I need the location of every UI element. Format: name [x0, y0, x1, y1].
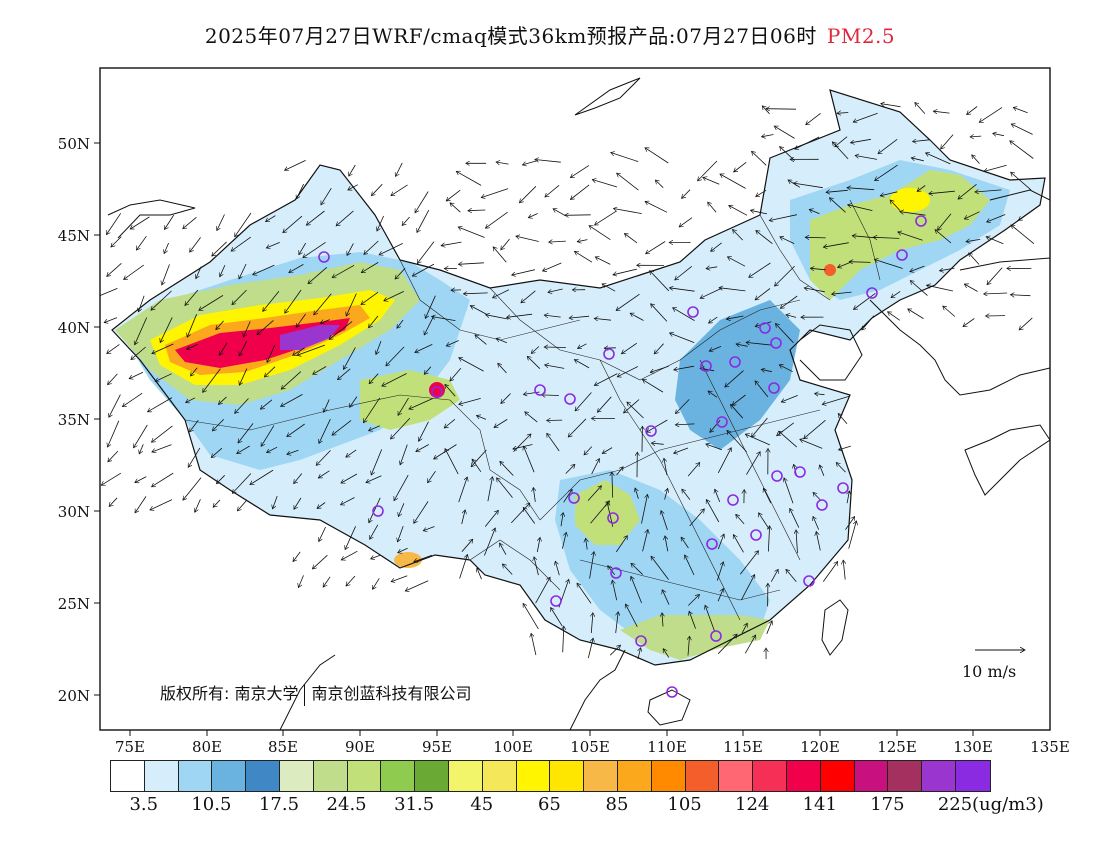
colorbar-tick-label: 24.5 — [326, 794, 367, 815]
colorbar-swatch — [246, 761, 280, 791]
colorbar-swatch — [786, 761, 821, 791]
colorbar-swatch — [719, 761, 754, 791]
lon-label-120e: 120E — [800, 738, 840, 756]
colorbar-swatch — [313, 761, 348, 791]
city-markers — [318, 215, 927, 698]
lat-label-50n: 50N — [57, 135, 90, 153]
pollutant-label: PM2.5 — [826, 24, 896, 48]
copyright-part2: 南京创蓝科技有限公司 — [311, 684, 472, 703]
copyright-notice: 版权所有: 南京大学 南京创蓝科技有限公司 — [160, 680, 472, 706]
page-title: 2025年07月27日WRF/cmaq模式36km预报产品:07月27日06时 P… — [0, 20, 1100, 49]
lon-label-130e: 130E — [953, 738, 993, 756]
colorbar-tick-label: 141 — [802, 794, 837, 815]
colorbar-unit: (ug/m3) — [972, 794, 1044, 815]
colorbar-swatch — [550, 761, 585, 791]
lat-label-20n: 20N — [57, 687, 90, 705]
colorbar-swatch — [617, 761, 652, 791]
colorbar-swatch — [516, 761, 551, 791]
colorbar-swatch — [212, 761, 247, 791]
colorbar-swatch — [178, 761, 213, 791]
lon-label-90e: 90E — [344, 738, 376, 756]
colorbar-swatch — [381, 761, 416, 791]
lon-label-105e: 105E — [570, 738, 610, 756]
colorbar-tick-label: 225 — [937, 794, 973, 815]
wind-vectors — [100, 102, 1035, 660]
copyright-part1: 版权所有: 南京大学 — [160, 684, 299, 703]
colorbar-swatch — [111, 761, 145, 791]
colorbar-swatch — [922, 761, 956, 791]
colorbar-swatch — [651, 761, 686, 791]
lon-label-115e: 115E — [723, 738, 763, 756]
lat-label-45n: 45N — [57, 227, 90, 245]
lat-label-40n: 40N — [57, 319, 90, 337]
colorbar — [110, 760, 991, 792]
colorbar-swatch — [584, 761, 618, 791]
map-frame — [99, 67, 1051, 731]
coastlines — [107, 77, 1050, 730]
colorbar-swatch — [415, 761, 449, 791]
colorbar-tick-label: 10.5 — [191, 794, 232, 815]
lon-label-75e: 75E — [114, 738, 146, 756]
lon-label-80e: 80E — [191, 738, 223, 756]
lat-label-25n: 25N — [57, 595, 90, 613]
hotspot-jilin — [824, 264, 836, 276]
colorbar-swatch — [279, 761, 314, 791]
field-purple-tarim — [280, 325, 340, 350]
colorbar-swatch — [448, 761, 483, 791]
colorbar-tick-label: 105 — [667, 794, 702, 815]
colorbar-tick-label: 65 — [537, 794, 561, 815]
colorbar-tick-label: 45 — [470, 794, 494, 815]
field-blue-north — [675, 300, 800, 450]
colorbar-tick-label: 3.5 — [129, 794, 159, 815]
hotspot-qinghai — [429, 382, 445, 398]
lon-label-100e: 100E — [493, 738, 533, 756]
lon-label-125e: 125E — [877, 738, 917, 756]
wind-reference-label: 10 m/s — [962, 662, 1017, 681]
colorbar-tick-label: 124 — [735, 794, 770, 815]
field-green-south — [620, 615, 770, 660]
title-main: 2025年07月27日WRF/cmaq模式36km预报产品:07月27日06时 — [204, 24, 817, 48]
colorbar-swatch — [685, 761, 720, 791]
hotspot-heilongjiang — [890, 188, 930, 212]
colorbar-swatch — [955, 761, 990, 791]
lat-label-35n: 35N — [57, 411, 90, 429]
field-green-sichuan — [575, 480, 640, 545]
axis-ticks — [94, 142, 974, 736]
colorbar-swatch — [144, 761, 179, 791]
colorbar-swatch — [820, 761, 855, 791]
colorbar-swatch — [753, 761, 787, 791]
lon-label-95e: 95E — [421, 738, 453, 756]
colorbar-swatch — [347, 761, 382, 791]
lon-label-135e: 135E — [1030, 738, 1070, 756]
lon-label-85e: 85E — [267, 738, 299, 756]
colorbar-tick-label: 85 — [605, 794, 629, 815]
colorbar-swatch — [854, 761, 889, 791]
colorbar-tick-label: 31.5 — [394, 794, 435, 815]
colorbar-tick-label: 17.5 — [258, 794, 300, 815]
lon-label-110e: 110E — [647, 738, 687, 756]
colorbar-swatch — [888, 761, 923, 791]
copyright-separator — [304, 683, 306, 706]
colorbar-swatch — [482, 761, 517, 791]
colorbar-tick-label: 175 — [870, 794, 905, 815]
lat-label-30n: 30N — [57, 503, 90, 521]
hotspot-yunnan — [394, 552, 422, 568]
